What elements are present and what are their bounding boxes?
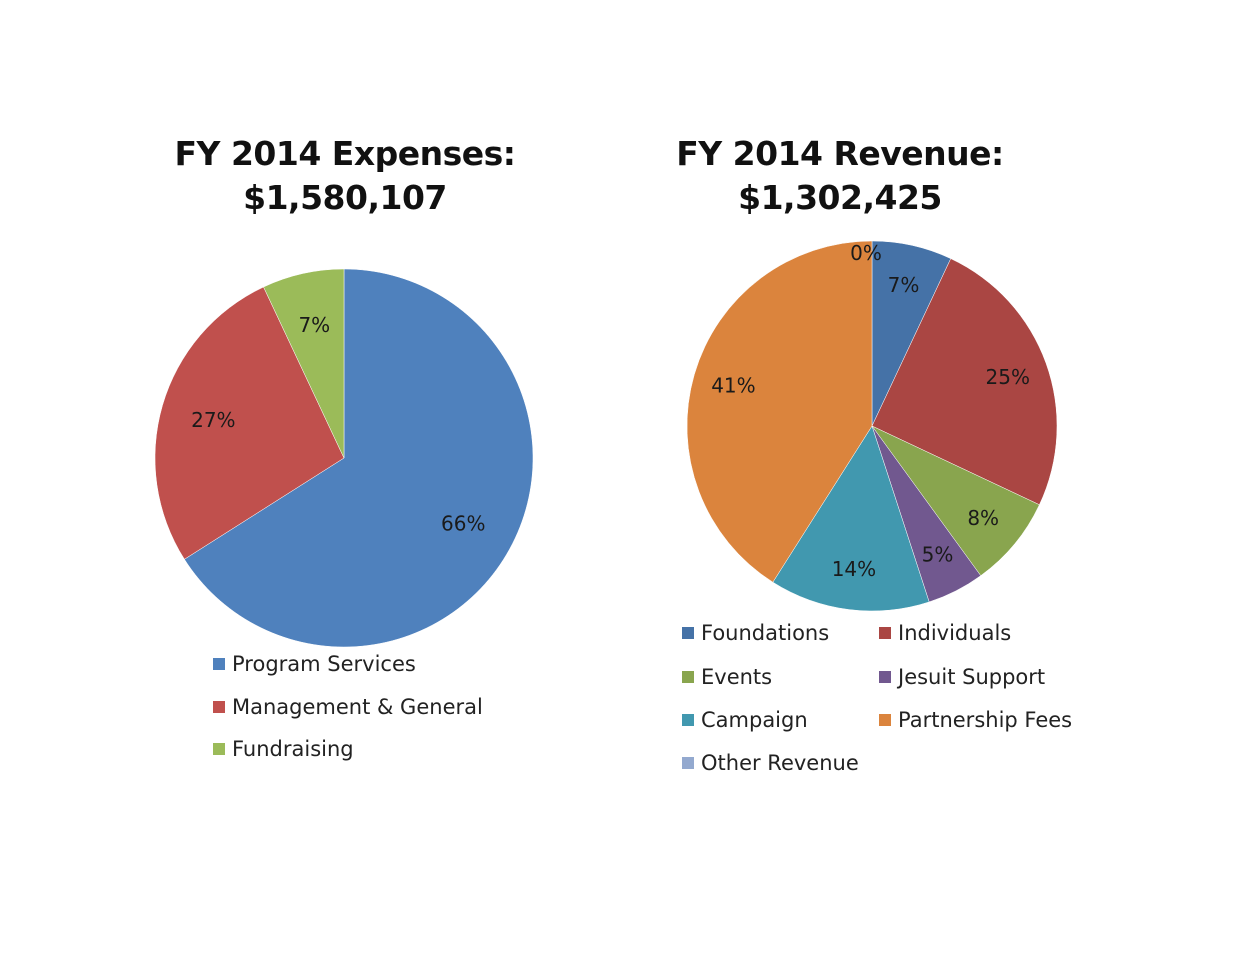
revenue-slice-individuals	[871, 258, 1058, 506]
expenses-slice-fundraising	[263, 268, 345, 459]
expenses-title-line2: $1,580,107	[243, 178, 447, 217]
expenses-legend-swatch	[213, 658, 225, 670]
revenue-legend-label: Events	[701, 665, 773, 689]
revenue-legend-label: Campaign	[701, 708, 808, 732]
expenses-legend-swatch	[213, 701, 225, 713]
revenue-legend-item-jesuit-support: Jesuit Support	[879, 665, 1045, 689]
expenses-legend-label: Management & General	[232, 695, 483, 719]
expenses-slice-program-services	[184, 268, 534, 648]
expenses-chart-title: FY 2014 Expenses: $1,580,107	[140, 132, 550, 220]
expenses-slice-fundraising-label: 7%	[298, 313, 330, 337]
revenue-legend-item-campaign: Campaign	[682, 708, 808, 732]
revenue-legend-item-partnership-fees: Partnership Fees	[879, 708, 1072, 732]
revenue-legend-label: Foundations	[701, 621, 830, 645]
expenses-slice-management-and-general-label: 27%	[191, 408, 235, 432]
expenses-legend-item-program-services: Program Services	[213, 652, 416, 676]
expenses-slice-program-services-label: 66%	[441, 512, 485, 536]
expenses-legend-swatch	[213, 743, 225, 755]
revenue-title-line2: $1,302,425	[738, 178, 942, 217]
revenue-legend-item-other-revenue: Other Revenue	[682, 751, 859, 775]
revenue-slice-events-label: 8%	[967, 506, 999, 530]
revenue-legend-label: Other Revenue	[701, 751, 859, 775]
expenses-legend-label: Fundraising	[232, 737, 354, 761]
revenue-legend-item-individuals: Individuals	[879, 621, 1011, 645]
revenue-slice-jesuit-support-label: 5%	[922, 543, 954, 567]
revenue-legend-swatch	[879, 627, 891, 639]
expenses-legend-item-management-and-general: Management & General	[213, 695, 483, 719]
revenue-legend-swatch	[682, 714, 694, 726]
revenue-legend-swatch	[682, 671, 694, 683]
expenses-pie	[154, 268, 534, 648]
revenue-legend-label: Jesuit Support	[898, 665, 1046, 689]
revenue-slice-partnership-fees-label: 41%	[711, 374, 755, 398]
revenue-legend-swatch	[879, 671, 891, 683]
revenue-slice-campaign-label: 14%	[832, 557, 876, 581]
expenses-legend-label: Program Services	[232, 652, 416, 676]
expenses-legend-item-fundraising: Fundraising	[213, 737, 354, 761]
revenue-slice-individuals-label: 25%	[986, 365, 1030, 389]
expenses-slice-management-and-general	[154, 286, 345, 560]
revenue-legend-swatch	[682, 757, 694, 769]
revenue-pie	[686, 240, 1058, 612]
revenue-legend-item-foundations: Foundations	[682, 621, 829, 645]
revenue-slice-campaign	[772, 425, 930, 612]
expenses-title-line1: FY 2014 Expenses:	[174, 134, 516, 173]
revenue-title-line1: FY 2014 Revenue:	[676, 134, 1004, 173]
revenue-chart-title: FY 2014 Revenue: $1,302,425	[640, 132, 1040, 220]
revenue-slice-partnership-fees	[686, 240, 873, 583]
revenue-slice-events	[871, 425, 1040, 577]
revenue-slice-other-revenue-label: 0%	[850, 241, 882, 265]
revenue-legend-swatch	[879, 714, 891, 726]
revenue-legend-item-events: Events	[682, 665, 772, 689]
revenue-legend-label: Partnership Fees	[898, 708, 1073, 732]
revenue-legend-swatch	[682, 627, 694, 639]
revenue-legend-label: Individuals	[898, 621, 1012, 645]
revenue-slice-foundations-label: 7%	[888, 273, 920, 297]
